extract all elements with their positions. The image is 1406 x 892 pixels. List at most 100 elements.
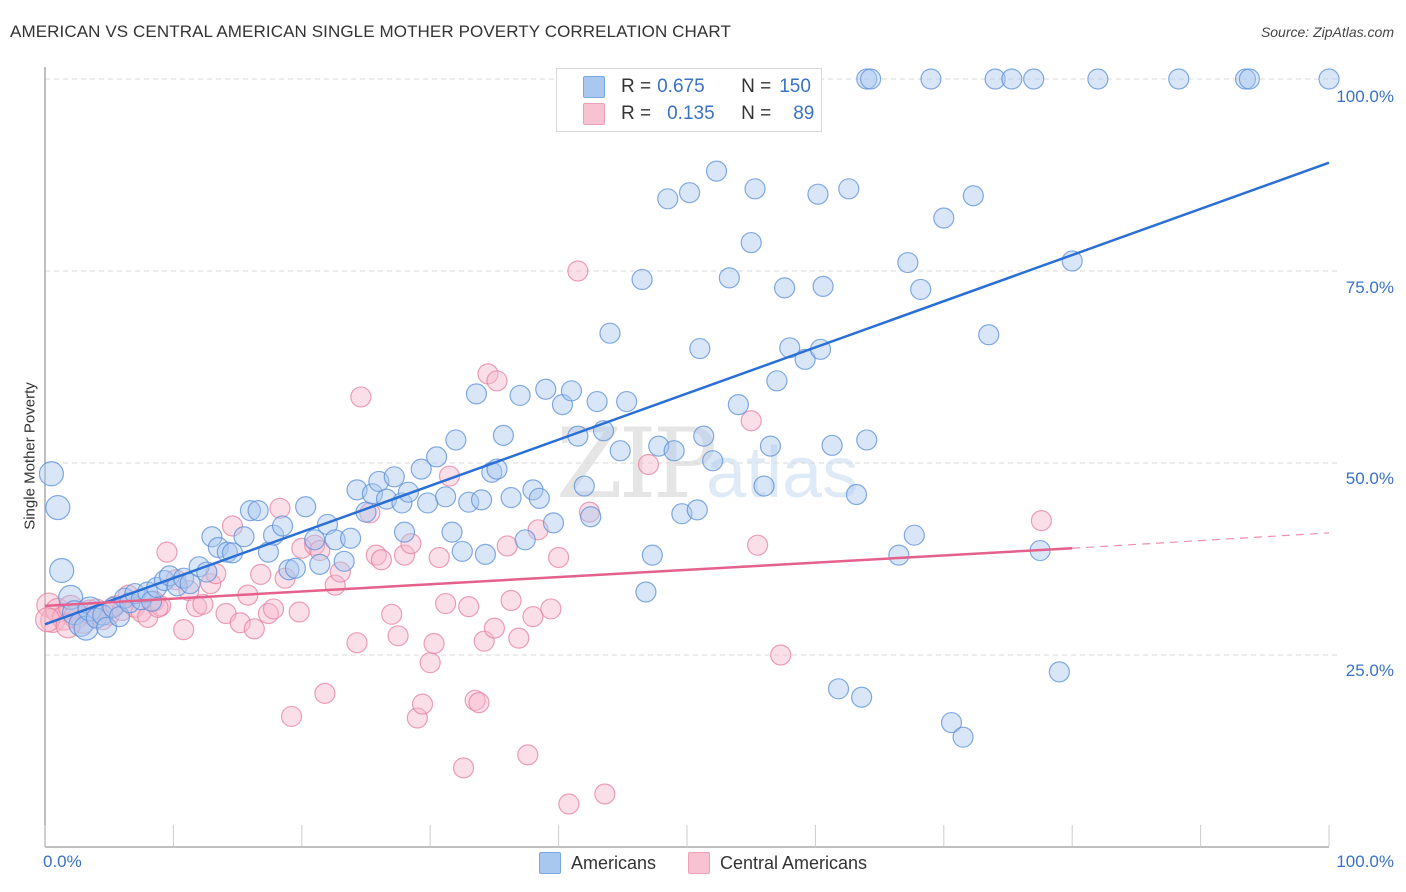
- central-americans-point: [522, 605, 544, 628]
- americans-point: [851, 686, 873, 708]
- americans-point: [609, 440, 631, 462]
- americans-point: [952, 726, 974, 748]
- n-label: N =: [741, 103, 772, 124]
- americans-point: [522, 479, 544, 501]
- americans-point: [740, 231, 762, 254]
- americans-point: [933, 207, 955, 229]
- americans-point: [492, 424, 514, 446]
- trend-lines: [44, 161, 1330, 626]
- americans-point: [641, 544, 663, 566]
- central-americans-point: [243, 618, 265, 640]
- central-americans-point: [291, 537, 313, 559]
- central-americans-point: [370, 549, 393, 571]
- central-americans-point: [428, 546, 450, 569]
- americans-point: [284, 557, 306, 579]
- central-americans-point: [350, 386, 372, 408]
- legend-item-americans[interactable]: Americans: [538, 852, 656, 874]
- americans-point: [940, 711, 963, 734]
- central-americans-point: [156, 541, 178, 563]
- central-americans-point: [567, 260, 589, 282]
- americans-point: [239, 500, 262, 522]
- americans-point: [309, 553, 331, 575]
- r-value: 0.135: [667, 103, 715, 124]
- americans-point: [410, 458, 432, 480]
- central-americans-point: [387, 625, 409, 647]
- americans-point: [1001, 68, 1023, 90]
- americans-point: [435, 486, 457, 508]
- americans-point: [1318, 68, 1340, 90]
- americans-point: [1087, 68, 1109, 90]
- americans-point: [179, 572, 201, 595]
- americans-point: [361, 483, 384, 505]
- central-americans-point: [468, 692, 490, 714]
- americans-point: [441, 521, 463, 543]
- americans-point: [295, 496, 317, 518]
- americans-point: [807, 183, 829, 205]
- americans-point: [1023, 68, 1045, 90]
- americans-point: [417, 492, 439, 514]
- americans-point: [500, 486, 522, 509]
- central-americans-swatch-icon: [583, 103, 605, 125]
- americans-point: [753, 475, 775, 497]
- americans-point: [962, 185, 984, 207]
- americans-point: [718, 267, 740, 289]
- x-tick-label-0: 0.0%: [43, 852, 82, 871]
- americans-point: [766, 370, 788, 392]
- americans-point: [393, 521, 416, 543]
- r-label: R =: [621, 103, 652, 124]
- americans-point: [920, 68, 942, 90]
- americans-point: [233, 526, 255, 548]
- americans-point: [897, 251, 919, 274]
- n-label: N =: [741, 76, 772, 97]
- americans-point: [201, 526, 223, 548]
- americans-point: [827, 678, 850, 700]
- americans-point: [888, 544, 910, 566]
- americans-point: [599, 322, 621, 344]
- central-americans-point: [452, 757, 475, 779]
- source-label: Source: ZipAtlas.com: [1260, 24, 1394, 40]
- americans-point: [984, 68, 1006, 90]
- americans-point: [247, 500, 269, 522]
- central-americans-point: [496, 535, 518, 557]
- central-americans-point: [288, 601, 310, 623]
- americans-point: [689, 337, 711, 360]
- central-americans-point: [747, 534, 769, 556]
- americans-point: [744, 178, 766, 200]
- y-tick-label-50: 50.0%: [1345, 469, 1394, 488]
- americans-point: [635, 581, 657, 603]
- americans-point: [1048, 661, 1070, 683]
- americans-point: [324, 529, 346, 551]
- stats-legend-row-central-americans: R = 0.135 N = 89: [583, 101, 814, 127]
- americans-point: [45, 494, 71, 521]
- central-americans-point: [486, 370, 508, 392]
- y-tick-label-25: 25.0%: [1345, 661, 1394, 680]
- stats-legend: R = 0.675 N = 150 R = 0.135 N = 89: [556, 68, 822, 132]
- chart-title: AMERICAN VS CENTRAL AMERICAN SINGLE MOTH…: [10, 22, 731, 41]
- americans-point: [838, 178, 860, 200]
- central-americans-point: [483, 617, 505, 639]
- central-americans-point: [229, 612, 251, 634]
- americans-point: [978, 324, 1000, 346]
- central-americans-point: [770, 644, 792, 666]
- r-label: R =: [621, 76, 652, 97]
- watermark-zip: ZIP: [556, 408, 717, 520]
- americans-point: [773, 277, 796, 299]
- central-americans-point: [464, 689, 486, 711]
- y-tick-label-100: 100.0%: [1336, 87, 1394, 106]
- legend-item-central-americans[interactable]: Central Americans: [687, 852, 867, 874]
- americans-point: [333, 550, 355, 572]
- americans-point: [38, 461, 65, 487]
- watermark-atlas: atlas: [706, 433, 859, 513]
- central-americans-point: [314, 682, 336, 705]
- americans-point: [1238, 68, 1260, 90]
- n-value: 150: [779, 76, 811, 97]
- americans-point: [316, 513, 339, 536]
- americans-point: [821, 434, 843, 456]
- americans-point: [397, 481, 419, 503]
- americans-point: [474, 543, 497, 565]
- stats-legend-row-americans: R = 0.675 N = 150: [583, 74, 811, 100]
- americans-point: [445, 429, 467, 451]
- americans-point: [458, 491, 480, 513]
- central-americans-point: [435, 592, 457, 615]
- central-americans-point: [540, 598, 562, 620]
